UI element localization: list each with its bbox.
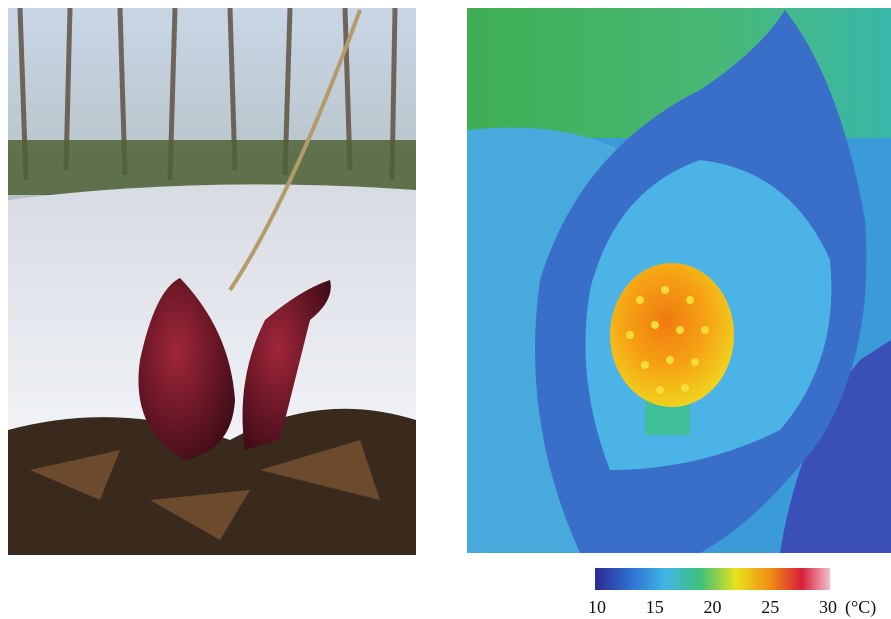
figure: 10 15 20 25 30 (°C) [0, 0, 891, 619]
colorbar-tick-label: 30 [819, 597, 837, 617]
colorbar-tick-label: 25 [761, 597, 779, 617]
colorbar-unit: (°C) [845, 597, 876, 618]
thermal-image [467, 8, 891, 553]
colorbar-tick-label: 10 [588, 597, 606, 617]
colorbar-gradient [595, 568, 830, 590]
colorbar-tick-label: 15 [646, 597, 664, 617]
colorbar-tick-label: 20 [704, 597, 722, 617]
photo [8, 8, 416, 555]
colorbar: 10 15 20 25 30 (°C) [588, 568, 876, 618]
